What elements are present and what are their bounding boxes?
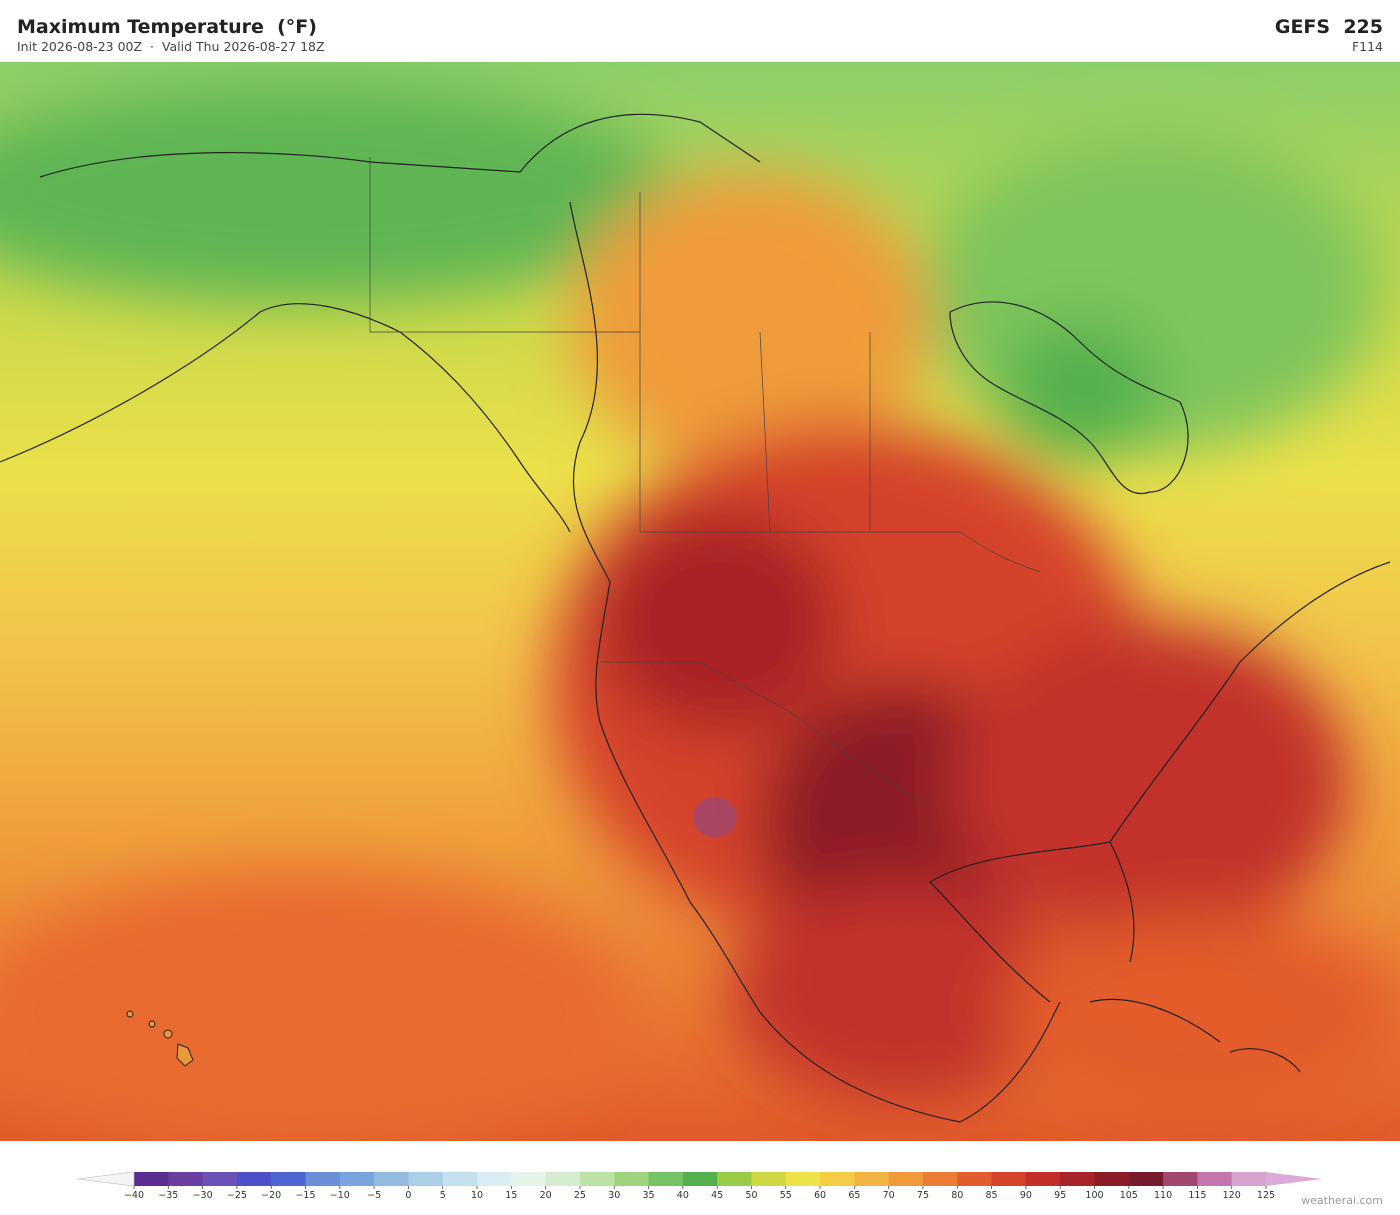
hot-spot [693,797,737,837]
colorbar-bin [134,1172,169,1186]
model: GEFS 225 [1274,16,1383,38]
colorbar-bin [785,1172,821,1186]
colorbar-tick-label: 30 [608,1190,620,1201]
colorbar-tick-label: 55 [780,1190,792,1201]
colorbar-bin [511,1172,547,1186]
colorbar-bin [717,1172,752,1186]
colorbar-bin [408,1172,444,1186]
colorbar-tick-label: 60 [814,1190,826,1201]
forecast-hour: F114 [1351,39,1383,54]
colorbar-bin [682,1172,718,1186]
colorbar-tick-label: −25 [227,1190,247,1201]
colorbar-tick-label: 95 [1054,1190,1066,1201]
colorbar-tick-label: −10 [330,1190,350,1201]
colorbar-bin [888,1172,924,1186]
colorbar-bin [1197,1172,1233,1186]
colorbar-tick-label: 0 [405,1190,411,1201]
colorbar-bin [1231,1172,1267,1186]
colorbar-tick-label: 100 [1085,1190,1103,1201]
colorbar-tick-label: 5 [440,1190,446,1201]
colorbar-tick-label: 105 [1120,1190,1138,1201]
colorbar-tick-label: 50 [745,1190,757,1201]
temperature-field [0,82,1400,1141]
colorbar-bin [1025,1172,1061,1186]
colorbar-bin [957,1172,993,1186]
colorbar-tick-label: −20 [261,1190,281,1201]
colorbar-bin [648,1172,684,1186]
colorbar-tick-label: 40 [677,1190,689,1201]
colorbar-bin [614,1172,650,1186]
colorbar-bin [751,1172,787,1186]
colorbar-bin [477,1172,512,1186]
colorbar-under [76,1171,135,1187]
colorbar-tick-label: −40 [124,1190,144,1201]
colorbar-bin [991,1172,1027,1186]
colorbar-tick-label: 75 [917,1190,929,1201]
colorbar-tick-label: 90 [1020,1190,1032,1201]
colorbar-tick-label: 120 [1223,1190,1241,1201]
subtitle: Init 2026-08-23 00Z · Valid Thu 2026-08-… [17,39,325,54]
map [0,62,1400,1141]
colorbar-tick-label: −30 [193,1190,213,1201]
colorbar: −40 −35 −30 −25 −20 −15 −10 −5 0 5 10 15 20 25 30 35 40 4… [76,1171,1322,1201]
colorbar-bin [339,1172,375,1186]
colorbar-tick-label: 20 [540,1190,552,1201]
colorbar-bin [922,1172,958,1186]
colorbar-tick-label: 45 [711,1190,723,1201]
colorbar-bin [271,1172,307,1186]
borders [369,157,1041,803]
colorbar-tick-label: 110 [1154,1190,1172,1201]
colorbar-tick-label: 85 [986,1190,998,1201]
colorbar-tick-label: 70 [883,1190,895,1201]
colorbar-tick-label: −35 [158,1190,178,1201]
colorbar-bin [168,1172,204,1186]
colorbar-bin [1163,1172,1198,1186]
colorbar-bin [1060,1172,1095,1186]
colorbar-tick-label: 80 [951,1190,963,1201]
colorbar-tick-label: 10 [471,1190,483,1201]
colorbar-tick-label: 25 [574,1190,586,1201]
watermark: weatherai.com [1301,1194,1383,1207]
title: Maximum Temperature (°F) [17,16,317,38]
colorbar-bin [374,1172,409,1186]
colorbar-bin [579,1172,615,1186]
colorbar-bin [1094,1172,1130,1186]
colorbar-bin [820,1172,855,1186]
colorbar-bin [854,1172,890,1186]
colorbar-tick-label: 65 [848,1190,860,1201]
colorbar-tick-label: 125 [1257,1190,1275,1201]
colorbar-bin [236,1172,272,1186]
colorbar-bin [1128,1172,1164,1186]
hawaii [126,1010,194,1067]
colorbar-bin [202,1172,238,1186]
colorbar-bin [305,1172,341,1186]
colorbar-tick-label: 115 [1188,1190,1206,1201]
colorbar-tick-label: −5 [367,1190,381,1201]
colorbar-tick-label: 35 [642,1190,654,1201]
colorbar-over [1266,1172,1322,1186]
colorbar-bin [442,1172,478,1186]
colorbar-tick-label: 15 [505,1190,517,1201]
colorbar-bin [545,1172,581,1186]
colorbar-tick-label: −15 [295,1190,315,1201]
